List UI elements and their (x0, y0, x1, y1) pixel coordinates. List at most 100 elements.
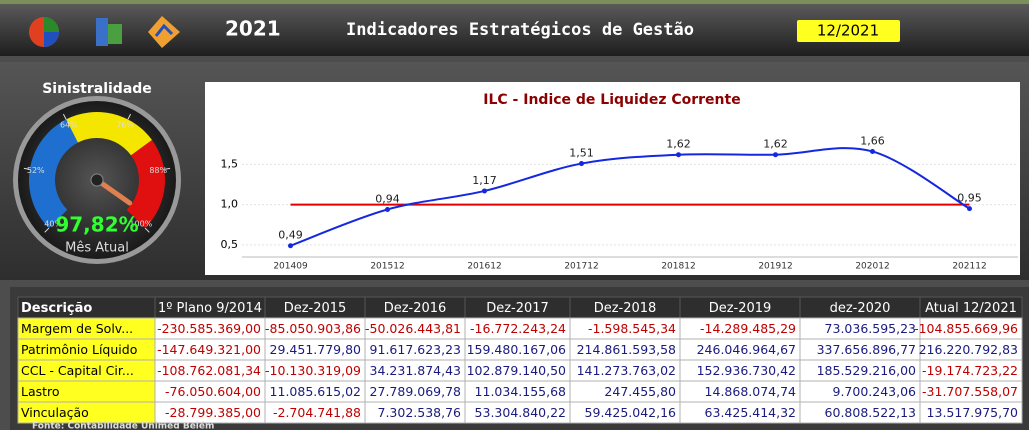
header-text: Dez-2018 (594, 301, 657, 316)
header-text: Descrição (21, 301, 92, 316)
data-label: 1,62 (666, 138, 691, 151)
value-text: 29.451.779,80 (270, 342, 361, 357)
value-text: -76.050.604,00 (165, 384, 261, 399)
top-strip (0, 0, 1029, 4)
value-text: 185.529.216,00 (817, 363, 916, 378)
data-label: 0,49 (278, 229, 303, 242)
source-note: Fonte: Contabilidade Unimed Belém (32, 421, 214, 430)
value-text: -10.130.319,09 (265, 363, 361, 378)
data-point (579, 161, 584, 166)
icon-docs[interactable] (96, 18, 108, 46)
data-point (482, 188, 487, 193)
value-text: -31.707.558,07 (922, 384, 1018, 399)
value-text: 34.231.874,43 (370, 363, 461, 378)
value-text: -28.799.385,00 (165, 405, 261, 420)
value-text: 159.480.167,06 (467, 342, 566, 357)
gauge-title: Sinistralidade (42, 81, 152, 97)
value-text: 141.273.763,02 (577, 363, 676, 378)
value-text: 216.220.792,83 (919, 342, 1018, 357)
header-text: Dez-2015 (284, 301, 347, 316)
header-text: Dez-2017 (486, 301, 549, 316)
value-text: -104.855.669,96 (914, 321, 1018, 336)
year: 2021 (225, 17, 281, 41)
value-text: 337.656.896,77 (817, 342, 916, 357)
value-text: -85.050.903,86 (265, 321, 361, 336)
gauge-value: 97,82% (55, 213, 138, 237)
value-text: -50.026.443,81 (365, 321, 461, 336)
header-text: Dez-2019 (709, 301, 772, 316)
header-text: dez-2020 (830, 301, 891, 316)
value-text: -147.649.321,00 (157, 342, 261, 357)
page-title: Indicadores Estratégicos de Gestão (346, 20, 694, 40)
x-tick-label: 201912 (758, 262, 792, 272)
y-tick-label: 0,5 (221, 238, 239, 251)
value-text: -16.772.243,24 (470, 321, 566, 336)
indicator-table: Descrição 1º Plano 9/2014 Dez-2015 Dez-2016… (18, 297, 1022, 423)
value-text: 73.036.595,23 (825, 321, 916, 336)
value-text: -1.598.545,34 (588, 321, 676, 336)
value-text: 13.517.975,70 (927, 405, 1018, 420)
gauge-tick-label: 88% (149, 166, 167, 175)
x-tick-label: 201712 (564, 262, 598, 272)
value-text: 9.700.243,06 (833, 384, 917, 399)
value-text: 53.304.840,22 (475, 405, 566, 420)
data-label: 0,95 (957, 192, 982, 205)
value-text: -108.762.081,34 (157, 363, 261, 378)
value-text: 214.861.593,58 (577, 342, 676, 357)
value-text: -230.585.369,00 (157, 321, 261, 336)
value-text: 7.302.538,76 (378, 405, 462, 420)
value-text: -14.289.485,29 (700, 321, 796, 336)
value-text: 63.425.414,32 (705, 405, 796, 420)
label-text: Lastro (21, 384, 60, 399)
data-point (676, 152, 681, 157)
value-text: -2.704.741,88 (273, 405, 361, 420)
gauge-tick-label: 76% (116, 120, 134, 129)
data-label: 0,94 (375, 192, 400, 205)
label-text: Margem de Solv... (21, 321, 133, 336)
icon-docs-part (108, 24, 122, 44)
value-text: 91.617.623,23 (370, 342, 461, 357)
data-point (385, 207, 390, 212)
header-text: Dez-2016 (384, 301, 447, 316)
x-tick-label: 202012 (855, 262, 889, 272)
x-tick-label: 202112 (952, 262, 986, 272)
label-text: CCL - Capital Cir... (21, 363, 134, 378)
value-text: 14.868.074,74 (705, 384, 796, 399)
data-point (773, 152, 778, 157)
chart-title: ILC - Indice de Liquidez Corrente (483, 92, 740, 108)
x-tick-label: 201612 (467, 262, 501, 272)
data-label: 1,66 (860, 134, 885, 147)
value-text: 102.879.140,50 (467, 363, 566, 378)
data-label: 1,62 (763, 138, 788, 151)
y-tick-label: 1,0 (221, 198, 239, 211)
value-text: 11.085.615,02 (270, 384, 361, 399)
y-tick-label: 1,5 (221, 157, 239, 170)
value-text: 246.046.964,67 (697, 342, 796, 357)
header-text: 1º Plano 9/2014 (158, 301, 262, 316)
gauge-hub (91, 174, 103, 186)
data-label: 1,17 (472, 174, 497, 187)
value-text: 11.034.155,68 (475, 384, 566, 399)
gauge-tick-label: 64% (60, 120, 78, 129)
value-text: 27.789.069,78 (370, 384, 461, 399)
value-text: -19.174.723,22 (922, 363, 1018, 378)
data-label: 1,51 (569, 147, 594, 160)
chart-panel (205, 82, 1020, 275)
label-text: Patrimônio Líquido (21, 342, 137, 357)
value-text: 60.808.522,13 (825, 405, 916, 420)
period[interactable]: 12/2021 (817, 22, 879, 40)
x-tick-label: 201812 (661, 262, 695, 272)
data-point (288, 243, 293, 248)
gauge-caption: Mês Atual (65, 241, 129, 256)
header-text: Atual 12/2021 (925, 301, 1017, 316)
value-text: 59.425.042,16 (585, 405, 676, 420)
gauge-tick-label: 52% (27, 166, 45, 175)
dashboard: 2021 Indicadores Estratégicos de Gestão … (0, 0, 1029, 430)
x-tick-label: 201512 (370, 262, 404, 272)
value-text: 152.936.730,42 (697, 363, 796, 378)
data-point (967, 206, 972, 211)
label-text: Vinculação (21, 405, 89, 420)
value-text: 247.455,80 (604, 384, 676, 399)
data-point (870, 149, 875, 154)
x-tick-label: 201409 (273, 262, 308, 272)
